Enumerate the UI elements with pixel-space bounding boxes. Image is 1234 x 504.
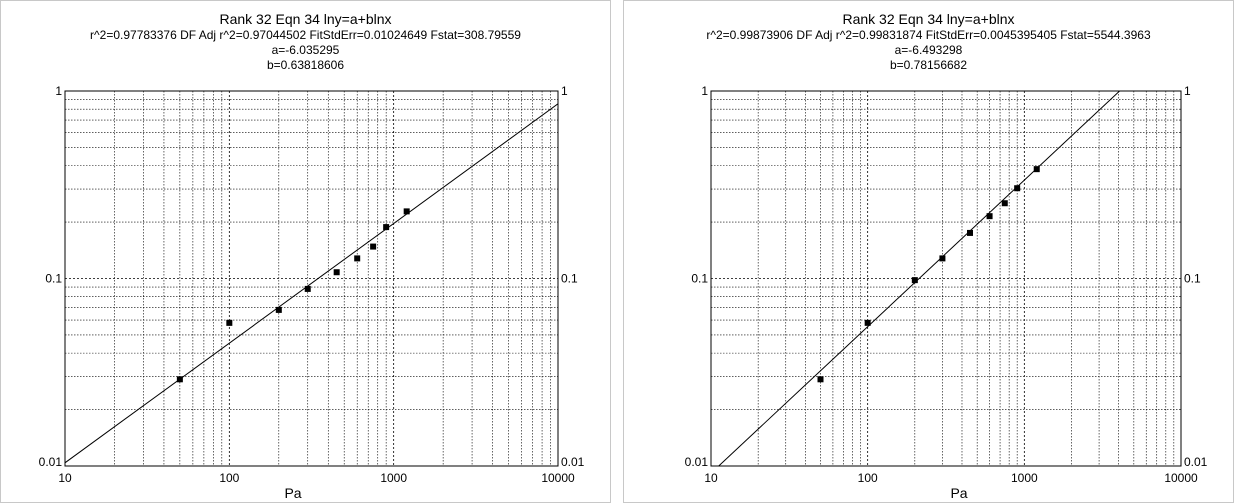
x-axis-label: Pa xyxy=(950,485,968,501)
parameter-b: b=0.63818606 xyxy=(266,58,345,72)
data-point xyxy=(275,306,282,313)
data-point xyxy=(354,255,361,262)
y-tick-label-right: 0.1 xyxy=(1184,272,1201,286)
grid xyxy=(65,91,558,466)
chart-panel-left: Rank 32 Eqn 34 lny=a+blnx r^2=0.97783376… xyxy=(0,0,611,503)
y-tick-label-left: 0.01 xyxy=(685,455,709,469)
data-point xyxy=(1001,200,1008,207)
data-point xyxy=(986,213,993,220)
data-point xyxy=(911,277,918,284)
data-point xyxy=(333,269,340,276)
parameter-a: a=-6.035295 xyxy=(271,43,340,57)
y-tick-label-right: 0.01 xyxy=(561,455,585,469)
data-point xyxy=(176,376,183,383)
y-tick-label-left: 0.1 xyxy=(691,272,708,286)
data-point xyxy=(403,208,410,215)
parameter-b: b=0.78156682 xyxy=(889,58,968,72)
x-tick-label: 1000 xyxy=(1011,471,1038,485)
grid xyxy=(711,91,1181,466)
data-point xyxy=(383,224,390,231)
chart-title: Rank 32 Eqn 34 lny=a+blnx xyxy=(842,11,1015,27)
x-tick-label: 10 xyxy=(58,471,72,485)
chart-panel-right: Rank 32 Eqn 34 lny=a+blnx r^2=0.99873906… xyxy=(623,0,1234,503)
x-tick-label: 1000 xyxy=(380,471,407,485)
data-point xyxy=(226,319,233,326)
x-tick-label: 100 xyxy=(219,471,239,485)
y-tick-label-left: 1 xyxy=(55,84,62,98)
fit-line xyxy=(65,103,558,464)
y-tick-label-right: 0.01 xyxy=(1184,455,1208,469)
x-axis-label: Pa xyxy=(284,485,302,501)
fit-line xyxy=(717,91,1121,466)
plot-area: 10 100 1000 10000 1 0.1 0.01 1 0.1 0.01 xyxy=(685,84,1208,485)
x-tick-label: 100 xyxy=(858,471,878,485)
fit-statistics: r^2=0.97783376 DF Adj r^2=0.97044502 Fit… xyxy=(90,28,521,42)
data-point xyxy=(1033,166,1040,173)
fit-statistics: r^2=0.99873906 DF Adj r^2=0.99831874 Fit… xyxy=(706,28,1151,42)
y-tick-label-right: 1 xyxy=(1184,84,1191,98)
plot-frame xyxy=(710,90,1182,467)
data-point xyxy=(304,285,311,292)
y-tick-label-right: 0.1 xyxy=(561,272,578,286)
data-point xyxy=(939,255,946,262)
y-tick-label-left: 0.01 xyxy=(39,455,63,469)
data-point xyxy=(864,319,871,326)
x-tick-label: 10000 xyxy=(541,471,575,485)
x-tick-label: 10000 xyxy=(1164,471,1198,485)
data-point xyxy=(1014,185,1021,192)
data-point xyxy=(817,376,824,383)
data-point xyxy=(370,243,377,250)
data-point xyxy=(967,229,974,236)
plot-area: 10 100 1000 10000 1 0.1 0.01 1 0.1 0.01 xyxy=(39,84,585,485)
y-tick-label-left: 1 xyxy=(701,84,708,98)
y-tick-label-left: 0.1 xyxy=(45,272,62,286)
y-tick-label-right: 1 xyxy=(561,84,568,98)
plot-frame xyxy=(64,90,559,467)
parameter-a: a=-6.493298 xyxy=(894,43,963,57)
chart-title: Rank 32 Eqn 34 lny=a+blnx xyxy=(219,11,392,27)
x-tick-label: 10 xyxy=(704,471,718,485)
